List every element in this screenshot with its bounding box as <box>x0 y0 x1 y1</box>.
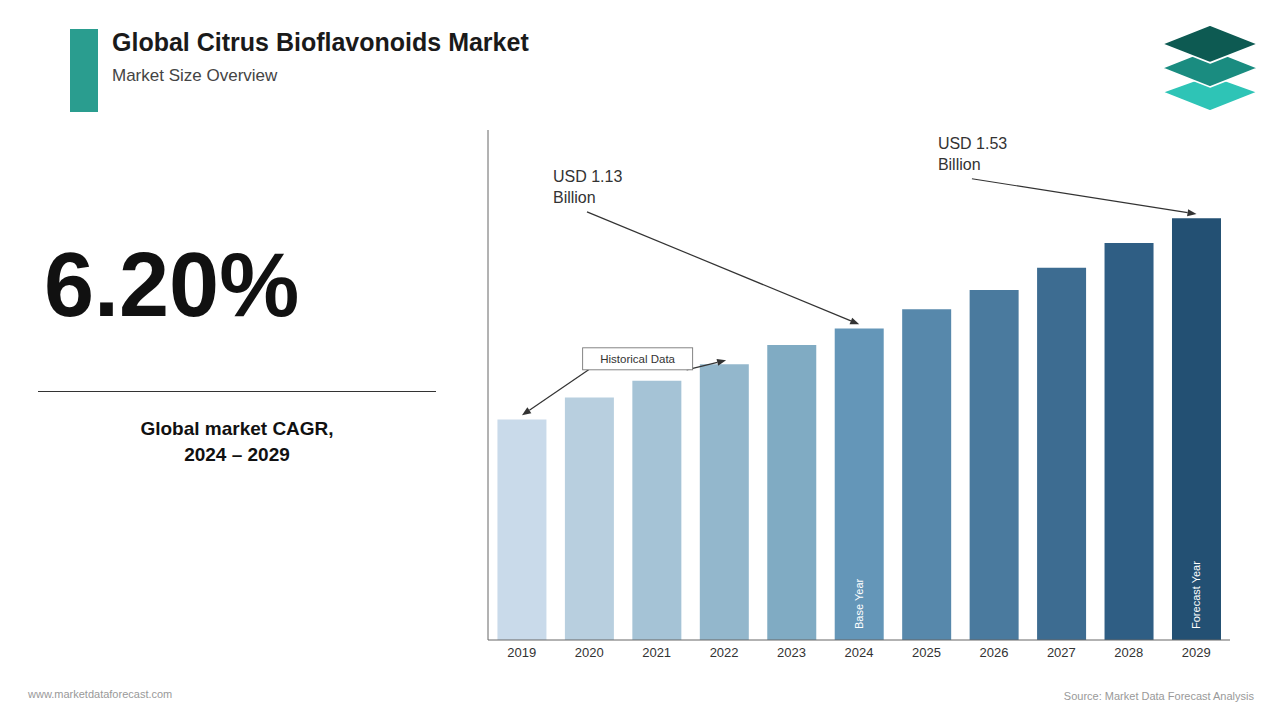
svg-text:2022: 2022 <box>710 645 739 660</box>
svg-text:2024: 2024 <box>845 645 874 660</box>
svg-text:2020: 2020 <box>575 645 604 660</box>
html-text:www.marketdataforecast.com: www.marketdataforecast.com <box>28 688 173 700</box>
svg-text:2026: 2026 <box>979 645 1008 660</box>
html-text:Global market CAGR, 2024 – 202: Global market CAGR, 2024 – 2029 <box>140 418 334 465</box>
svg-text:2027: 2027 <box>1047 645 1076 660</box>
svg-text:2025: 2025 <box>912 645 941 660</box>
svg-text:2019: 2019 <box>507 645 536 660</box>
svg-text:Base Year: Base Year <box>853 578 865 628</box>
html-text:Global Citrus Bioflavonoids Ma: Global Citrus Bioflavonoids Market <box>112 28 529 56</box>
svg-text:2021: 2021 <box>642 645 671 660</box>
html-text:Source: Market Data Forecast A: Source: Market Data Forecast Analysis <box>1063 690 1254 702</box>
svg-text:USD 1.53Billion: USD 1.53Billion <box>938 135 1007 174</box>
svg-text:2029: 2029 <box>1182 645 1211 660</box>
svg-text:Forecast Year: Forecast Year <box>1190 561 1202 629</box>
html-text:6.20%: 6.20% <box>44 235 300 335</box>
svg-text:2028: 2028 <box>1114 645 1143 660</box>
svg-text:USD 1.13Billion: USD 1.13Billion <box>553 168 622 207</box>
svg-text:Historical Data: Historical Data <box>600 353 675 365</box>
svg-text:2023: 2023 <box>777 645 806 660</box>
html-text:Market Size Overview: Market Size Overview <box>112 66 278 85</box>
